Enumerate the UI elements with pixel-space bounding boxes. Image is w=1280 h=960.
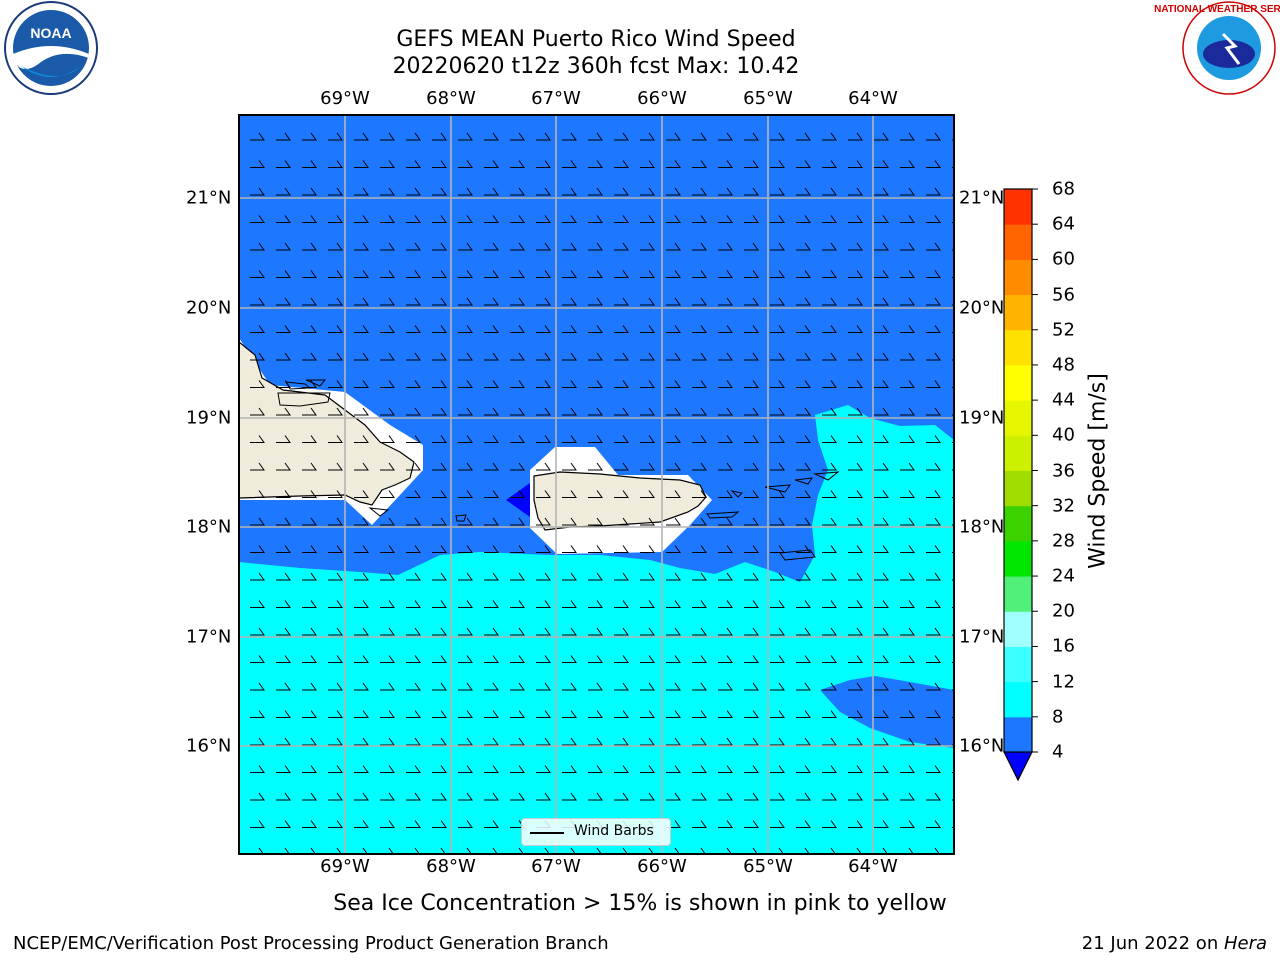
colorbar-tick-label: 60: [1052, 248, 1075, 270]
lat-label: 16°N: [186, 735, 232, 757]
lon-label: 64°W: [848, 856, 898, 877]
noaa-logo: NOAA: [4, 1, 98, 95]
colorbar-segment: [1004, 364, 1032, 401]
colorbar-segment: [1004, 435, 1032, 471]
colorbar-tick-label: 56: [1052, 284, 1075, 306]
colorbar-tick-label: 32: [1052, 495, 1075, 517]
lon-label: 65°W: [743, 856, 793, 877]
lat-label: 18°N: [959, 516, 1005, 538]
lat-label: 20°N: [186, 297, 232, 319]
lon-label: 69°W: [320, 88, 370, 109]
colorbar-segment: [1004, 189, 1032, 225]
colorbar-segment: [1004, 576, 1032, 612]
legend-line-swatch: [530, 832, 564, 834]
caption: Sea Ice Concentration > 15% is shown in …: [333, 891, 947, 916]
colorbar-tick-label: 36: [1052, 460, 1075, 481]
colorbar-tick-label: 16: [1052, 635, 1075, 657]
footer-date: 21 Jun 2022 on Hera: [1082, 933, 1267, 954]
lat-label: 19°N: [186, 407, 232, 429]
footer-date-text: 21 Jun 2022 on: [1081, 933, 1224, 954]
lat-label: 18°N: [186, 516, 232, 538]
lon-label: 68°W: [426, 856, 476, 877]
lon-label: 68°W: [426, 88, 476, 109]
map-frame: [238, 114, 955, 855]
nws-logo: NATIONAL WEATHER SERVICE: [1154, 1, 1280, 95]
nws-logo-text: NATIONAL WEATHER SERVICE: [1154, 4, 1280, 15]
colorbar-tick-label: 24: [1052, 565, 1075, 587]
colorbar-segment: [1004, 646, 1032, 683]
lon-label: 66°W: [637, 88, 687, 109]
colorbar-segment: [1004, 611, 1032, 647]
colorbar-segment: [1004, 224, 1032, 260]
colorbar-tick-label: 40: [1052, 424, 1075, 446]
lon-label: 67°W: [531, 88, 581, 109]
colorbar-segment: [1004, 259, 1032, 296]
lon-label: 65°W: [743, 88, 793, 109]
colorbar-tick-label: 28: [1052, 530, 1075, 552]
footer-credit: NCEP/EMC/Verification Post Processing Pr…: [13, 933, 609, 954]
colorbar-tick-label: 48: [1052, 354, 1075, 376]
colorbar-segment: [1004, 716, 1032, 753]
footer-host: Hera: [1223, 933, 1267, 954]
lon-label: 66°W: [637, 856, 687, 877]
lat-label: 21°N: [959, 187, 1005, 209]
lat-label: 16°N: [959, 735, 1005, 757]
lat-label: 20°N: [959, 297, 1005, 319]
colorbar: [1003, 188, 1038, 782]
colorbar-tick-label: 20: [1052, 600, 1075, 622]
colorbar-segment: [1004, 540, 1032, 577]
colorbar-tick-label: 52: [1052, 319, 1075, 341]
colorbar-segment: [1004, 681, 1032, 718]
legend-box: Wind Barbs: [521, 818, 671, 846]
colorbar-segment: [1004, 505, 1032, 542]
colorbar-tick-label: 12: [1052, 671, 1075, 693]
colorbar-tick-label: 64: [1052, 213, 1075, 235]
noaa-logo-text: NOAA: [30, 25, 71, 41]
lat-label: 21°N: [186, 187, 232, 209]
colorbar-segment: [1004, 329, 1032, 366]
colorbar-tick-label: 68: [1052, 178, 1075, 200]
lon-label: 64°W: [848, 88, 898, 109]
lat-label: 17°N: [186, 626, 232, 648]
chart-subtitle: 20220620 t12z 360h fcst Max: 10.42: [392, 54, 800, 79]
colorbar-segment: [1004, 294, 1032, 331]
colorbar-segment: [1004, 400, 1032, 436]
colorbar-tick-label: 8: [1052, 706, 1064, 728]
colorbar-title: Wind Speed [m/s]: [1085, 373, 1111, 569]
colorbar-segment: [1004, 470, 1032, 507]
colorbar-tick-label: 4: [1052, 741, 1064, 763]
legend-label: Wind Barbs: [574, 823, 654, 839]
lat-label: 19°N: [959, 407, 1005, 429]
lon-label: 69°W: [320, 856, 370, 877]
lat-label: 17°N: [959, 626, 1005, 648]
gridlines: [239, 115, 954, 854]
wind-barbs-field: [239, 115, 954, 854]
lon-label: 67°W: [531, 856, 581, 877]
chart-title: GEFS MEAN Puerto Rico Wind Speed: [396, 27, 796, 52]
colorbar-tick-label: 44: [1052, 389, 1075, 411]
colorbar-extend-triangle: [1003, 751, 1033, 782]
